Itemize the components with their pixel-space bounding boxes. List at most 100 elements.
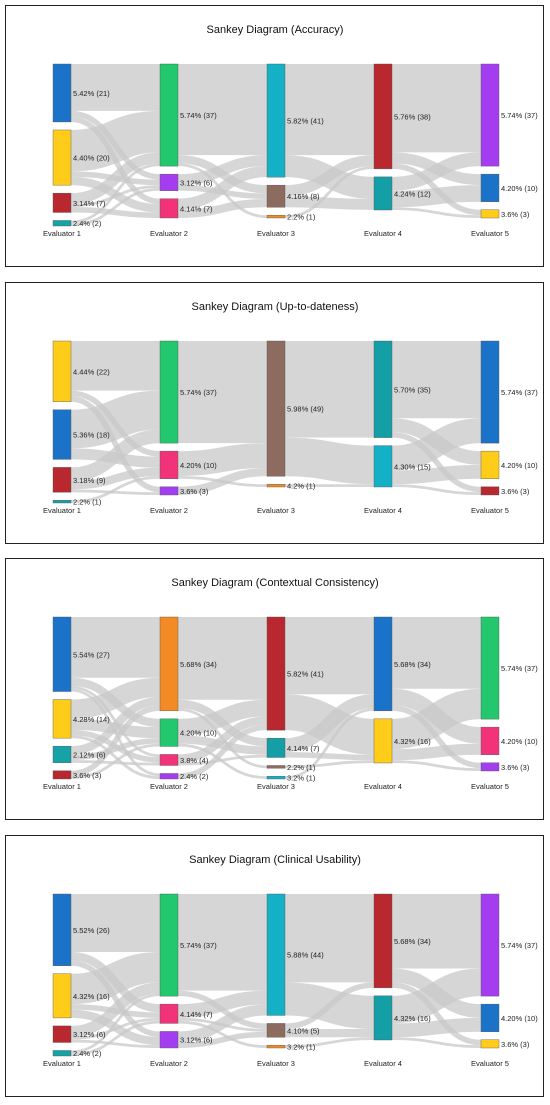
node-label: 4.20% (10): [501, 184, 538, 193]
node-label: 4.20% (10): [501, 1014, 538, 1023]
chart-title: Sankey Diagram (Accuracy): [207, 24, 344, 36]
sankey-link: [70, 467, 161, 490]
sankey-link: [177, 1004, 268, 1043]
node-label: 4.10% (5): [287, 1026, 320, 1035]
sankey-link: [70, 677, 161, 719]
sankey-link: [70, 185, 161, 207]
sankey-link: [70, 1020, 161, 1056]
node-label: 4.40% (20): [73, 154, 110, 163]
sankey-node: [480, 1003, 500, 1032]
sankey-node: [480, 486, 500, 496]
evaluator-label: Evaluator 3: [257, 229, 295, 238]
sankey-node: [52, 63, 72, 123]
sankey-node: [480, 1039, 500, 1049]
evaluator-label: Evaluator 4: [364, 229, 402, 238]
sankey-node: [159, 773, 179, 780]
sankey-panel-up-to-dateness: Sankey Diagram (Up-to-dateness) 4.44% (22…: [5, 282, 544, 544]
sankey-node: [266, 776, 286, 780]
sankey-link: [70, 735, 161, 779]
sankey-link: [70, 429, 161, 482]
sankey-node: [373, 718, 393, 764]
node-label: 4.20% (10): [180, 461, 217, 470]
sankey-link: [70, 951, 161, 1005]
sankey-link: [391, 1037, 482, 1048]
evaluator-label: Evaluator 5: [471, 782, 509, 791]
sankey-node: [480, 726, 500, 755]
node-label: 3.18% (9): [73, 476, 106, 485]
sankey-node: [480, 209, 500, 219]
sankey-panel-clinical-usability: Sankey Diagram (Clinical Usability) 5.52%…: [5, 835, 544, 1097]
sankey-chart: Sankey Diagram (Clinical Usability) 5.52%…: [43, 854, 538, 1068]
sankey-node: [52, 616, 72, 692]
sankey-node: [266, 184, 286, 208]
sankey-link: [284, 196, 375, 210]
sankey-node: [266, 765, 286, 769]
node-label: 3.12% (6): [180, 1036, 213, 1045]
sankey-node: [159, 718, 179, 747]
sankey-link: [70, 206, 161, 218]
node-label: 5.74% (37): [180, 941, 217, 950]
sankey-link: [70, 489, 161, 495]
sankey-link: [284, 155, 375, 197]
node-label: 3.2% (1): [287, 774, 316, 783]
evaluator-label: Evaluator 1: [43, 782, 81, 791]
chart-title: Sankey Diagram (Contextual Consistency): [171, 577, 378, 589]
sankey-node: [266, 63, 286, 178]
sankey-link: [70, 993, 161, 1054]
sankey-node: [52, 1025, 72, 1043]
evaluator-label: Evaluator 1: [43, 1059, 81, 1068]
node-label: 5.68% (34): [180, 660, 217, 669]
node-label: 4.44% (22): [73, 367, 110, 376]
sankey-node: [373, 893, 393, 989]
sankey-link: [177, 1031, 268, 1048]
sankey-node: [52, 973, 72, 1019]
links: [70, 63, 482, 226]
evaluator-label: Evaluator 5: [471, 229, 509, 238]
sankey-node: [52, 192, 72, 213]
node-label: 5.74% (37): [501, 111, 538, 120]
node-label: 5.74% (37): [501, 388, 538, 397]
sankey-link: [391, 688, 482, 750]
sankey-node: [159, 63, 179, 167]
node-label: 3.12% (6): [73, 1030, 106, 1039]
node-label: 5.74% (37): [180, 388, 217, 397]
node-label: 4.24% (12): [394, 189, 431, 198]
sankey-node: [159, 616, 179, 712]
sankey-link: [391, 464, 482, 485]
sankey-node: [52, 500, 72, 504]
sankey-link: [284, 437, 375, 485]
sankey-link: [70, 1039, 161, 1048]
node-label: 5.74% (37): [501, 941, 538, 950]
sankey-link: [391, 152, 482, 191]
sankey-link: [391, 1017, 482, 1038]
node-label: 2.4% (2): [180, 772, 209, 781]
sankey-link: [177, 724, 268, 779]
sankey-chart: Sankey Diagram (Contextual Consistency) 5…: [43, 577, 538, 791]
evaluator-label: Evaluator 5: [471, 1059, 509, 1068]
node-label: 4.14% (7): [287, 744, 320, 753]
evaluator-label: Evaluator 2: [150, 782, 188, 791]
sankey-chart: Sankey Diagram (Up-to-dateness) 4.44% (22…: [43, 301, 538, 515]
sankey-link: [70, 163, 161, 224]
node-label: 5.76% (38): [394, 112, 431, 121]
sankey-node: [373, 176, 393, 211]
sankey-link: [391, 185, 482, 208]
node-label: 4.14% (7): [180, 204, 213, 213]
evaluator-label: Evaluator 4: [364, 506, 402, 515]
sankey-link: [177, 990, 268, 1018]
sankey-link: [284, 982, 375, 1029]
node-label: 2.4% (2): [73, 1049, 102, 1058]
sankey-node: [159, 198, 179, 219]
sankey-link: [177, 754, 268, 766]
links: [70, 617, 482, 779]
sankey-link: [70, 1017, 161, 1040]
sankey-node: [159, 340, 179, 444]
node-label: 3.6% (3): [73, 771, 102, 780]
sankey-link: [284, 708, 375, 779]
node-label: 4.30% (15): [394, 462, 431, 471]
node-label: 5.74% (37): [501, 664, 538, 673]
node-label: 5.82% (41): [287, 117, 324, 126]
evaluator-label: Evaluator 2: [150, 1059, 188, 1068]
sankey-node: [52, 745, 72, 763]
sankey-link: [177, 699, 268, 736]
